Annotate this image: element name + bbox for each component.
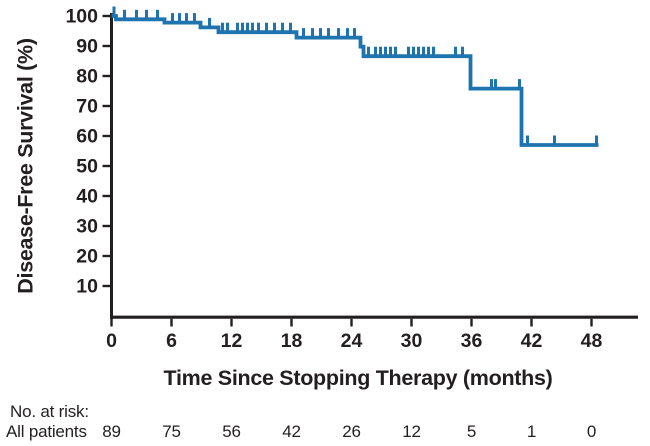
x-tick-label: 42 [521,330,543,352]
y-tick-label: 70 [76,96,98,118]
x-tick-label: 36 [461,330,483,352]
y-tick-label: 20 [76,246,98,268]
at-risk-value: 12 [402,422,421,441]
x-tick-label: 12 [221,330,243,352]
at-risk-value: 26 [342,422,361,441]
y-tick-label: 100 [65,6,98,28]
at-risk-row-name: All patients [6,422,87,441]
survival-curve [111,14,599,147]
y-tick-label: 50 [76,156,98,178]
x-tick-label: 0 [106,330,117,352]
at-risk-heading: No. at risk: [10,402,89,421]
at-risk-value: 0 [586,422,597,441]
at-risk-value: 1 [526,422,537,441]
x-tick-label: 18 [281,330,303,352]
y-axis-title: Disease-Free Survival (%) [13,38,38,294]
x-axis-title: Time Since Stopping Therapy (months) [163,366,553,390]
y-tick-label: 80 [76,66,98,88]
at-risk-value: 89 [102,422,121,441]
at-risk-value: 42 [282,422,301,441]
y-tick-label: 30 [76,216,98,238]
y-tick-label: 10 [76,276,98,298]
x-tick-label: 24 [341,330,363,352]
y-tick-label: 60 [76,126,98,148]
y-tick-label: 90 [76,36,98,58]
at-risk-value: 75 [162,422,181,441]
x-tick-label: 6 [166,330,177,352]
x-tick-label: 48 [581,330,603,352]
at-risk-value: 56 [222,422,241,441]
at-risk-value: 5 [466,422,477,441]
y-tick-label: 40 [76,186,98,208]
x-tick-label: 30 [401,330,423,352]
